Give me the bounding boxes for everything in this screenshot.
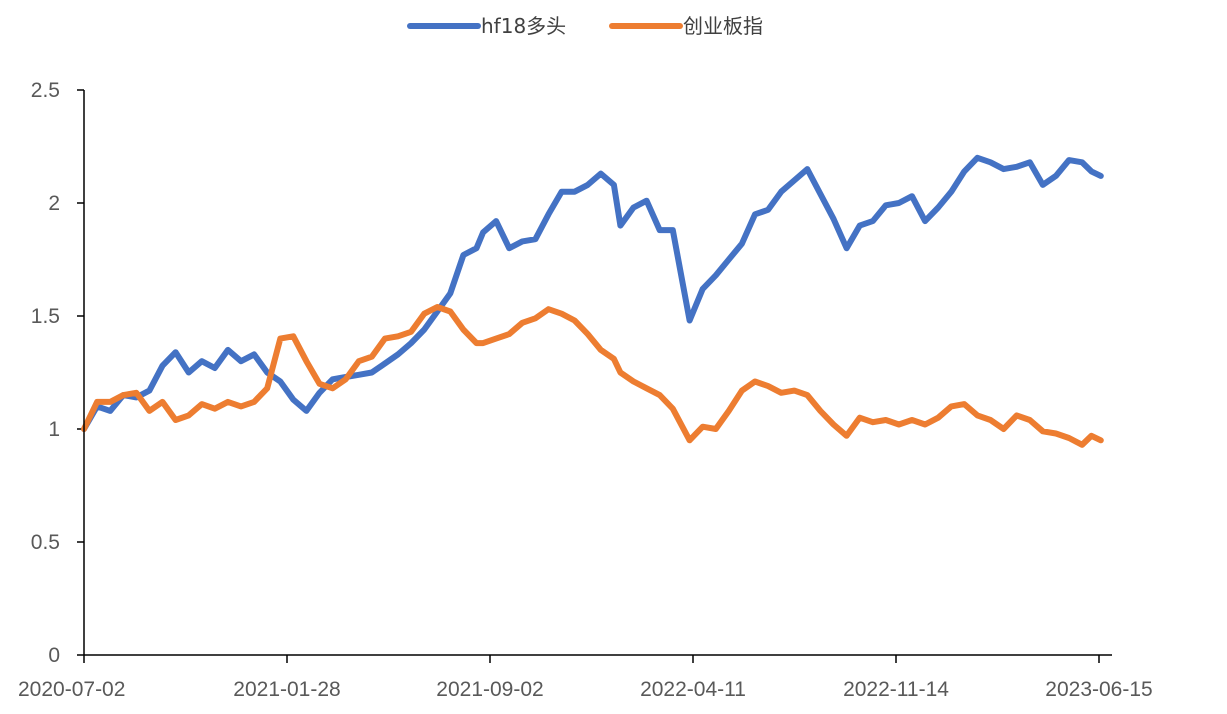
- series-layer: [81, 154, 1104, 448]
- x-tick-label: 2022-11-14: [843, 678, 949, 701]
- x-tick-label: 2023-06-15: [1045, 678, 1152, 701]
- legend-label-2: 创业板指: [683, 14, 763, 38]
- x-axis-ticks: 2020-07-02 2021-01-28 2021-09-02 2022-04-11…: [18, 655, 1153, 701]
- x-tick-label: 2021-09-02: [436, 678, 543, 701]
- y-axis-ticks: 0 0.5 1 1.5 2 2.5: [31, 79, 84, 667]
- legend-label-1: hf18多头: [481, 14, 566, 38]
- y-tick-label: 2: [48, 192, 60, 215]
- y-tick-label: 0: [48, 644, 60, 667]
- series-line-1: [81, 154, 1104, 432]
- y-tick-label: 2.5: [31, 79, 60, 102]
- y-tick-label: 0.5: [31, 531, 60, 554]
- y-tick-label: 1: [48, 418, 60, 441]
- x-tick-label: 2021-01-28: [233, 678, 340, 701]
- x-tick-label: 2020-07-02: [18, 678, 125, 701]
- series-line-2: [81, 304, 1104, 448]
- y-tick-label: 1.5: [31, 305, 60, 328]
- legend: hf18多头 创业板指: [407, 14, 763, 38]
- x-tick-label: 2022-04-11: [640, 678, 746, 701]
